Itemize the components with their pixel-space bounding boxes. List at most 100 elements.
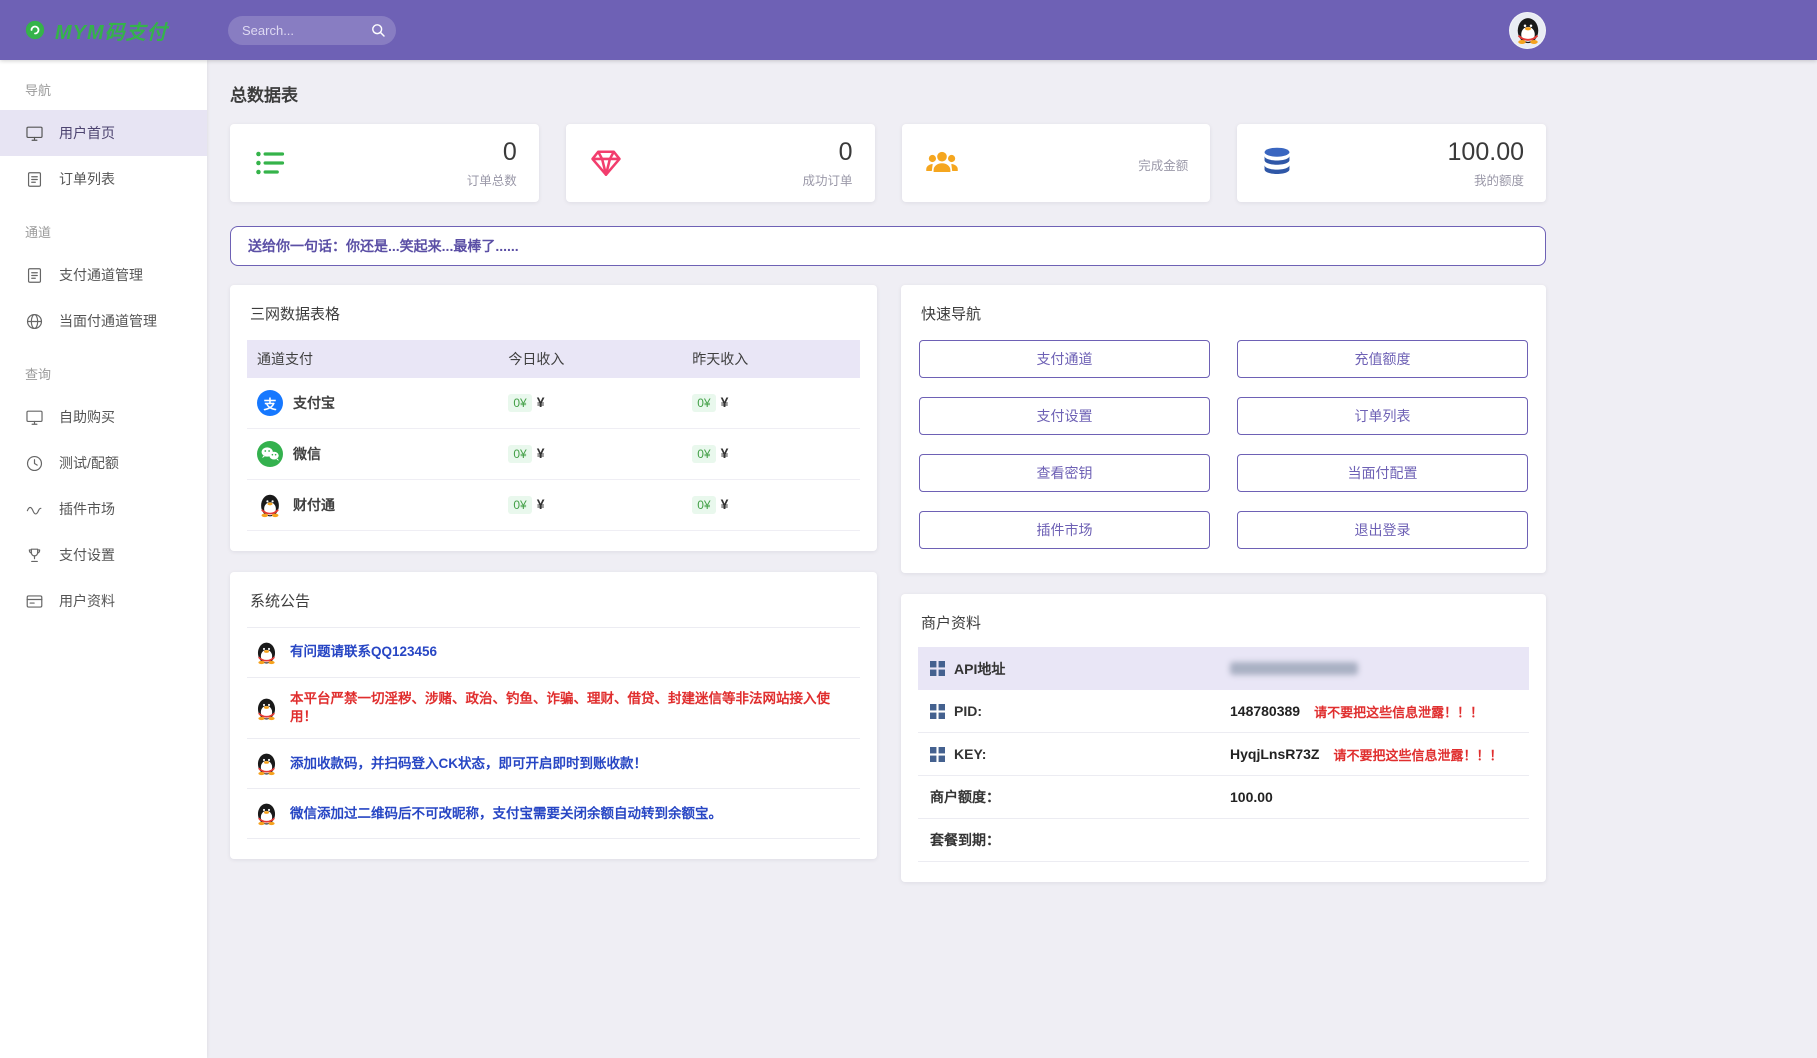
search-icon[interactable] bbox=[370, 22, 386, 38]
stat-label: 成功订单 bbox=[802, 170, 852, 189]
merchant-pid-value: 148780389 bbox=[1230, 703, 1300, 719]
qq-penguin-icon bbox=[254, 751, 279, 776]
sidebar-item-f2f-channel-mgmt[interactable]: 当面付通道管理 bbox=[0, 298, 207, 344]
order-list-icon bbox=[25, 170, 44, 189]
merchant-row-key: KEY: HyqjLnsR73Z 请不要把这些信息泄露！！！ bbox=[918, 733, 1529, 776]
sidebar-section-nav: 导航 bbox=[0, 60, 207, 110]
stat-card-order-total: 0 订单总数 bbox=[230, 124, 539, 202]
globe-icon bbox=[25, 312, 44, 331]
today-income-badge: 0¥ bbox=[508, 445, 531, 463]
sidebar-section-channel: 通道 bbox=[0, 202, 207, 252]
sidebar-item-payment-channel-mgmt[interactable]: 支付通道管理 bbox=[0, 252, 207, 298]
merchant-row-api: API地址 bbox=[918, 647, 1529, 690]
clock-icon bbox=[25, 454, 44, 473]
wave-icon bbox=[25, 500, 44, 519]
grid-icon bbox=[930, 747, 945, 762]
leak-warning: 请不要把这些信息泄露！！！ bbox=[1333, 745, 1502, 764]
stats-row: 0 订单总数 0 成功订单 完成金额 bbox=[230, 124, 1546, 202]
sidebar-item-label: 用户首页 bbox=[59, 123, 115, 143]
brand-logo-icon bbox=[24, 19, 46, 41]
stat-value: 0 bbox=[503, 138, 517, 167]
channel-list-icon bbox=[25, 266, 44, 285]
quick-nav-button-order-list[interactable]: 订单列表 bbox=[1237, 397, 1528, 435]
left-column: 三网数据表格 通道支付 今日收入 昨天收入 支支付宝 bbox=[230, 285, 877, 859]
search-input[interactable] bbox=[242, 23, 370, 38]
quick-nav-button-plugin-market[interactable]: 插件市场 bbox=[919, 511, 1210, 549]
currency-unit: ¥ bbox=[537, 445, 545, 461]
channel-name: 支付宝 bbox=[293, 393, 335, 413]
tenpay-penguin-icon bbox=[257, 492, 283, 518]
quote-text: 送给你一句话：你还是...笑起来...最棒了...... bbox=[248, 236, 519, 256]
sidebar-item-label: 插件市场 bbox=[59, 499, 115, 519]
merchant-row-quota: 商户额度： 100.00 bbox=[918, 776, 1529, 819]
quick-nav-button-view-key[interactable]: 查看密钥 bbox=[919, 454, 1210, 492]
quick-nav-button-payment-channel[interactable]: 支付通道 bbox=[919, 340, 1210, 378]
table-row: 财付通 0¥¥ 0¥¥ bbox=[247, 480, 860, 531]
page-title: 总数据表 bbox=[230, 81, 1546, 106]
network-table: 通道支付 今日收入 昨天收入 支支付宝 0¥¥ 0¥¥ bbox=[247, 340, 860, 531]
top-navbar: MYM码支付 bbox=[0, 0, 1817, 60]
today-income-badge: 0¥ bbox=[508, 496, 531, 514]
quick-nav-button-payment-settings[interactable]: 支付设置 bbox=[919, 397, 1210, 435]
quick-nav-button-recharge-quota[interactable]: 充值额度 bbox=[1237, 340, 1528, 378]
stat-card-completed-amount: 完成金额 bbox=[902, 124, 1211, 202]
stat-card-success-orders: 0 成功订单 bbox=[566, 124, 875, 202]
currency-unit: ¥ bbox=[721, 445, 729, 461]
panel-title: 三网数据表格 bbox=[247, 303, 860, 324]
trophy-icon bbox=[25, 546, 44, 565]
table-row: 微信 0¥¥ 0¥¥ bbox=[247, 429, 860, 480]
sidebar-section-query: 查询 bbox=[0, 344, 207, 394]
table-row: 支支付宝 0¥¥ 0¥¥ bbox=[247, 378, 860, 429]
merchant-quota-value: 100.00 bbox=[1230, 789, 1273, 805]
qq-penguin-icon bbox=[254, 801, 279, 826]
brand[interactable]: MYM码支付 bbox=[0, 16, 207, 45]
qq-penguin-avatar-icon bbox=[1513, 15, 1543, 45]
announcement-item[interactable]: 微信添加过二维码后不可改昵称，支付宝需要关闭余额自动转到余额宝。 bbox=[247, 789, 860, 839]
panel-title: 商户资料 bbox=[918, 612, 1529, 633]
quick-nav-button-f2f-config[interactable]: 当面付配置 bbox=[1237, 454, 1528, 492]
leak-warning: 请不要把这些信息泄露！！！ bbox=[1314, 702, 1483, 721]
sidebar-item-user-home[interactable]: 用户首页 bbox=[0, 110, 207, 156]
quick-nav-panel: 快速导航 支付通道 充值额度 支付设置 订单列表 查看密钥 当面付配置 插件市场… bbox=[901, 285, 1546, 573]
dashboard-grid: 三网数据表格 通道支付 今日收入 昨天收入 支支付宝 bbox=[230, 285, 1546, 882]
announcement-item[interactable]: 添加收款码，并扫码登入CK状态，即可开启即时到账收款！ bbox=[247, 739, 860, 789]
quote-banner: 送给你一句话：你还是...笑起来...最棒了...... bbox=[230, 226, 1546, 266]
column-header: 通道支付 bbox=[247, 340, 498, 378]
quick-nav-button-logout[interactable]: 退出登录 bbox=[1237, 511, 1528, 549]
channel-name: 微信 bbox=[293, 444, 321, 464]
diamond-icon bbox=[588, 145, 624, 181]
panel-title: 系统公告 bbox=[247, 590, 860, 611]
quick-nav-grid: 支付通道 充值额度 支付设置 订单列表 查看密钥 当面付配置 插件市场 退出登录 bbox=[918, 340, 1529, 553]
search-box[interactable] bbox=[228, 16, 396, 45]
brand-title: MYM码支付 bbox=[55, 16, 168, 45]
merchant-label: 商户额度： bbox=[930, 787, 1000, 807]
sidebar-item-user-profile[interactable]: 用户资料 bbox=[0, 578, 207, 624]
wechat-icon bbox=[257, 441, 283, 467]
stat-label: 我的额度 bbox=[1474, 170, 1524, 189]
merchant-label: KEY: bbox=[954, 746, 986, 762]
sidebar-item-order-list[interactable]: 订单列表 bbox=[0, 156, 207, 202]
qq-penguin-icon bbox=[254, 640, 279, 665]
qq-penguin-icon bbox=[254, 696, 279, 721]
stat-label: 订单总数 bbox=[467, 170, 517, 189]
users-icon bbox=[924, 145, 960, 181]
sidebar-item-self-purchase[interactable]: 自助购买 bbox=[0, 394, 207, 440]
merchant-label: PID: bbox=[954, 703, 982, 719]
network-table-panel: 三网数据表格 通道支付 今日收入 昨天收入 支支付宝 bbox=[230, 285, 877, 551]
sidebar-item-test-quota[interactable]: 测试/配额 bbox=[0, 440, 207, 486]
right-column: 快速导航 支付通道 充值额度 支付设置 订单列表 查看密钥 当面付配置 插件市场… bbox=[901, 285, 1546, 882]
sidebar-item-plugin-market[interactable]: 插件市场 bbox=[0, 486, 207, 532]
merchant-panel: 商户资料 API地址 PID: 148780389 请不要把这些信息泄露！！！ K… bbox=[901, 594, 1546, 882]
announcement-item[interactable]: 本平台严禁一切淫秽、涉赌、政治、钓鱼、诈骗、理财、借贷、封建迷信等非法网站接入使… bbox=[247, 678, 860, 739]
announcement-item[interactable]: 有问题请联系QQ123456 bbox=[247, 628, 860, 678]
merchant-row-expire: 套餐到期： bbox=[918, 819, 1529, 862]
announcement-text: 有问题请联系QQ123456 bbox=[290, 643, 437, 661]
merchant-key-value: HyqjLnsR73Z bbox=[1230, 746, 1319, 762]
sidebar: 导航 用户首页 订单列表 通道 支付通道管理 当面付通道管理 查询 自助购买 测… bbox=[0, 60, 207, 1058]
sidebar-item-label: 订单列表 bbox=[59, 169, 115, 189]
user-avatar[interactable] bbox=[1509, 12, 1546, 49]
today-income-badge: 0¥ bbox=[508, 394, 531, 412]
merchant-rows: API地址 PID: 148780389 请不要把这些信息泄露！！！ KEY: H… bbox=[918, 647, 1529, 862]
announcement-text: 本平台严禁一切淫秽、涉赌、政治、钓鱼、诈骗、理财、借贷、封建迷信等非法网站接入使… bbox=[290, 690, 853, 726]
sidebar-item-payment-settings[interactable]: 支付设置 bbox=[0, 532, 207, 578]
